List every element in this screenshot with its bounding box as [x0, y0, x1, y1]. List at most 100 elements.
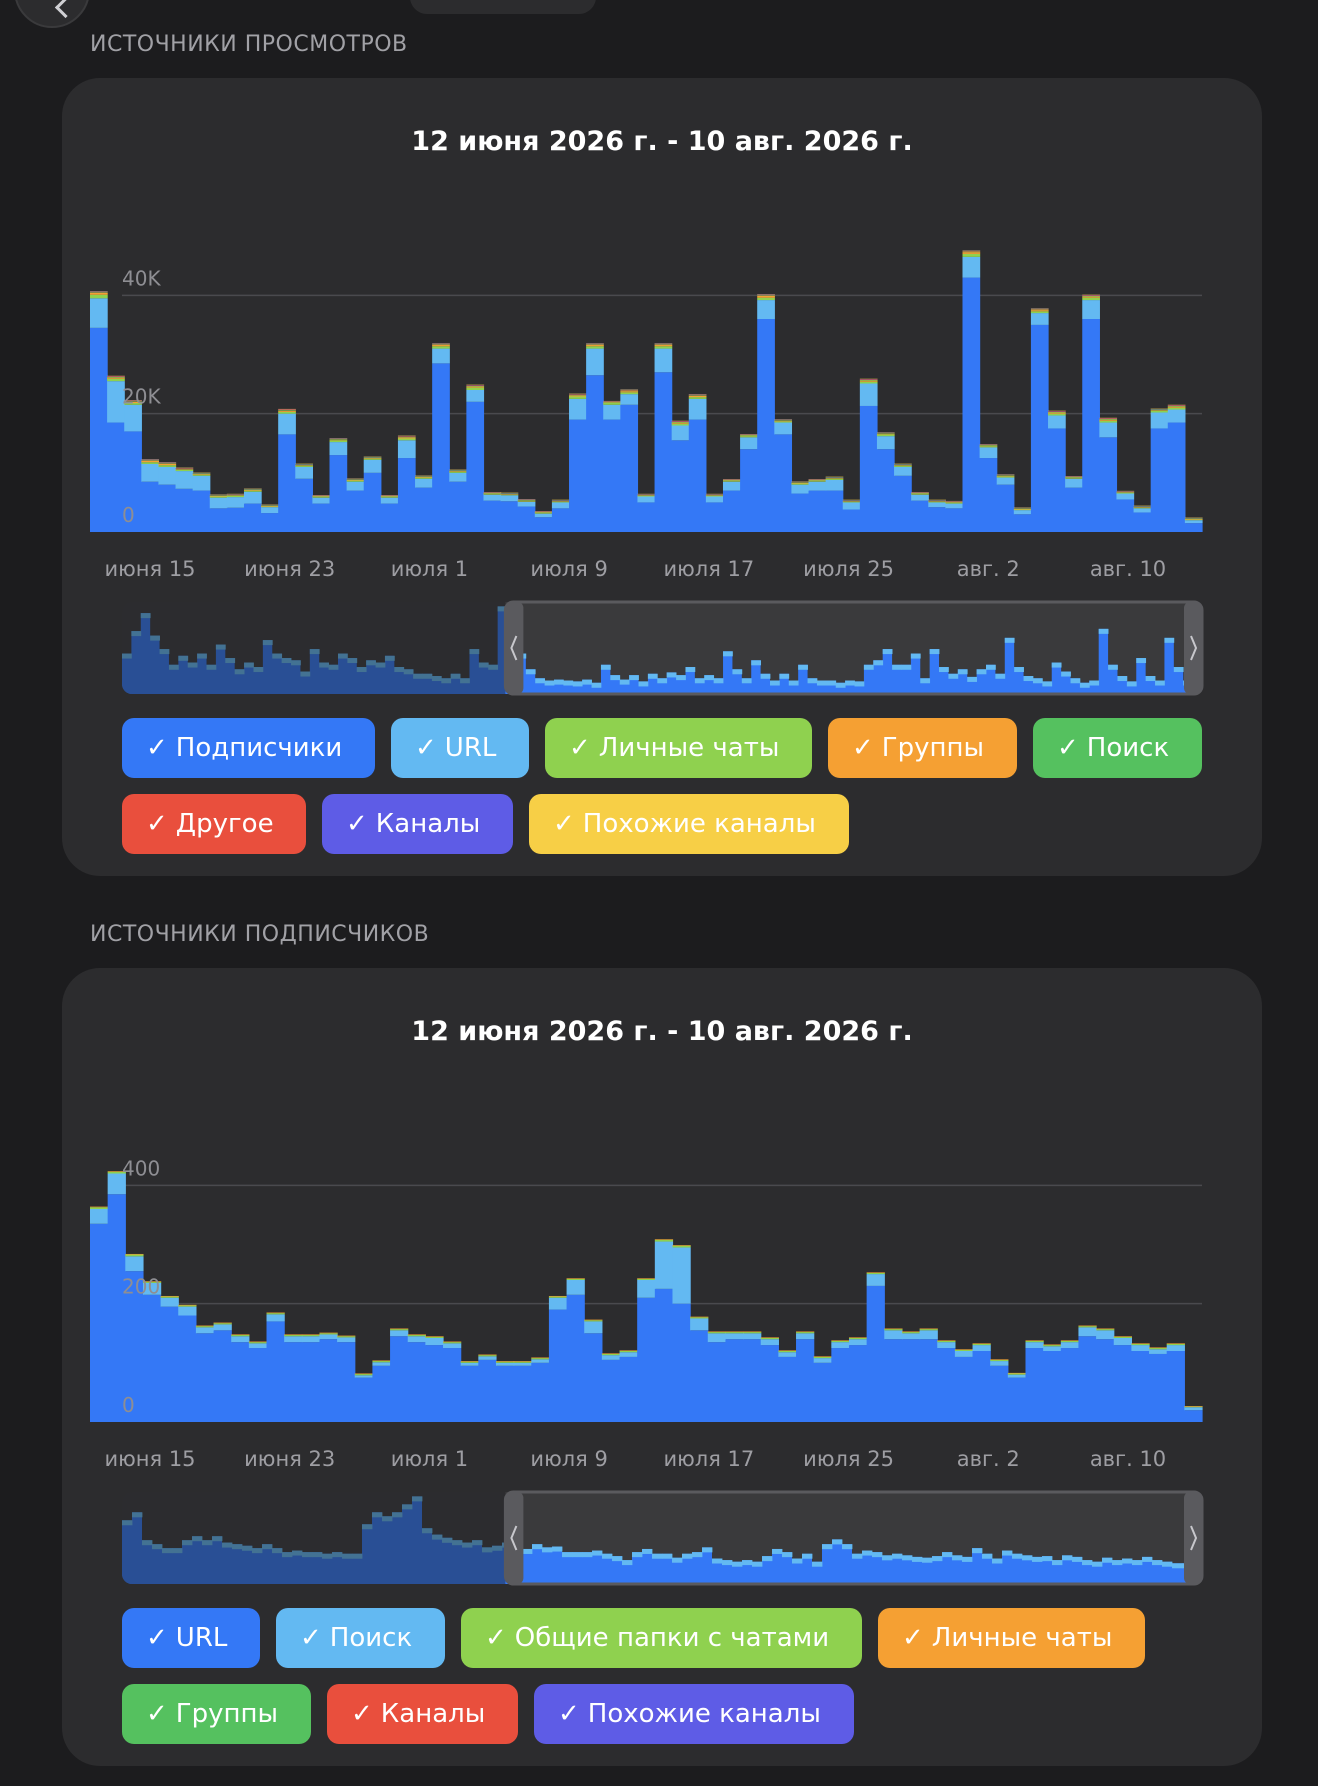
legend-toggle-chip[interactable]: ✓ Подписчики	[122, 718, 375, 778]
bar-segment	[620, 391, 639, 393]
navigator-overview-cap	[902, 1555, 913, 1561]
navigator-overview-cap	[901, 664, 912, 670]
navigator-overview-cap	[741, 678, 752, 684]
bar-segment	[337, 1342, 356, 1423]
legend-toggle-chip[interactable]: ✓ Похожие каналы	[534, 1684, 854, 1744]
bar-segment	[707, 1331, 727, 1333]
navigator-overview-cap	[835, 682, 846, 688]
bar-segment	[141, 463, 160, 482]
bar-segment	[1099, 418, 1118, 419]
bar-segment	[1048, 413, 1066, 416]
legend-toggle-chip[interactable]: ✓ Группы	[828, 718, 1017, 778]
legend-toggle-chip[interactable]: ✓ Личные чаты	[545, 718, 812, 778]
bar-segment	[142, 1294, 162, 1422]
bar-segment	[390, 1329, 409, 1331]
navigator-overview-cap	[647, 673, 658, 679]
navigator-overview-cap	[394, 667, 405, 673]
bar-segment	[158, 484, 177, 532]
navigator-overview-cap	[694, 678, 705, 684]
bar-segment	[390, 1330, 409, 1337]
navigator-overview-cap	[713, 678, 724, 684]
bar-segment	[1048, 412, 1066, 414]
bar-segment	[278, 413, 296, 435]
legend-toggle-chip[interactable]: ✓ Похожие каналы	[529, 794, 849, 854]
bar-segment	[972, 1343, 991, 1346]
subscribers-chart[interactable]: 0 200 400 июня 15 июня 23 июля 1 июля 9 июля 17…	[62, 968, 1262, 1598]
navigator-handle-right[interactable]	[1184, 602, 1202, 694]
bar-segment	[884, 1329, 903, 1331]
bar-segment	[284, 1342, 303, 1423]
bar-segment	[1167, 422, 1186, 532]
legend-toggle-chip[interactable]: ✓ Другое	[122, 794, 306, 854]
legend-toggle-chip[interactable]: ✓ Каналы	[327, 1684, 518, 1744]
bar-segment	[1065, 477, 1083, 479]
back-button[interactable]	[14, 0, 90, 28]
bar-segment	[513, 1361, 532, 1362]
bar-segment	[160, 1295, 179, 1297]
bar-segment	[813, 1356, 832, 1357]
bar-segment	[876, 449, 895, 532]
bar-segment	[928, 502, 946, 508]
bar-segment	[478, 1359, 497, 1423]
bar-segment	[584, 1321, 603, 1334]
bar-segment	[425, 1345, 444, 1422]
range-navigator[interactable]	[122, 1490, 1204, 1586]
legend-toggle-chip[interactable]: ✓ Каналы	[322, 794, 513, 854]
navigator-handle-left[interactable]	[505, 602, 524, 694]
bar-segment	[725, 1333, 744, 1340]
bar-segment	[158, 465, 177, 467]
bar-segment	[601, 1353, 621, 1356]
bar-segment	[125, 1271, 144, 1423]
bar-segment	[813, 1356, 832, 1359]
navigator-overview-cap	[932, 1556, 943, 1562]
bar-segment	[380, 497, 399, 498]
bar-segment	[415, 487, 433, 533]
navigator-overview-cap	[702, 1547, 713, 1553]
bar-segment	[483, 492, 502, 494]
navigator-overview-cap	[629, 675, 639, 681]
navigator-handle-right[interactable]	[1184, 1492, 1202, 1584]
checkmark-icon: ✓	[300, 1623, 322, 1653]
legend-toggle-chip[interactable]: ✓ Поиск	[276, 1608, 445, 1668]
bar-segment	[566, 1294, 585, 1422]
legend-toggle-chip[interactable]: ✓ Группы	[122, 1684, 311, 1744]
navigator-overview-cap	[672, 1557, 683, 1563]
bar-segment	[284, 1334, 303, 1336]
legend-toggle-chip[interactable]: ✓ URL	[122, 1608, 260, 1668]
legend-label: Похожие каналы	[587, 1699, 821, 1729]
navigator-overview-cap	[1032, 1556, 1043, 1562]
navigator-overview-cap	[802, 1553, 813, 1559]
bar-segment	[432, 348, 450, 364]
bar-segment	[637, 494, 656, 496]
bar-segment	[876, 436, 895, 450]
legend-toggle-chip[interactable]: ✓ Личные чаты	[878, 1608, 1145, 1668]
legend-toggle-chip[interactable]: ✓ Общие папки с чатами	[461, 1608, 862, 1668]
navigator-handle-left[interactable]	[505, 1492, 524, 1584]
bar-segment	[831, 1342, 850, 1349]
segmented-control[interactable]	[410, 0, 596, 14]
bar-segment	[996, 476, 1015, 478]
legend-toggle-chip[interactable]: ✓ URL	[391, 718, 529, 778]
bar-segment	[601, 1355, 621, 1360]
y-tick-label: 0	[122, 1393, 135, 1417]
bar-segment	[301, 1336, 321, 1343]
bar-segment	[346, 480, 365, 482]
views-chart[interactable]: 0 20K 40K июня 15 июня 23 июля 1 июля 9 июля 17…	[62, 78, 1262, 708]
legend-toggle-chip[interactable]: ✓ Поиск	[1033, 718, 1202, 778]
navigator-overview-cap	[1126, 681, 1137, 687]
navigator-overview-cap	[403, 669, 414, 675]
bar-segment	[859, 381, 878, 384]
navigator-overview-cap	[1042, 1556, 1053, 1562]
bar-segment	[945, 503, 964, 509]
range-navigator[interactable]	[122, 600, 1204, 696]
bar-segment	[584, 1320, 603, 1322]
bar-segment	[517, 500, 536, 502]
bar-segment	[569, 395, 587, 397]
bar-segment	[688, 419, 707, 532]
bar-segment	[778, 1352, 797, 1357]
bar-segment	[261, 513, 279, 532]
bar-segment	[1149, 1349, 1168, 1354]
bar-segment	[329, 439, 348, 440]
bar-segment	[825, 490, 844, 532]
navigator-overview-cap	[812, 1561, 823, 1567]
